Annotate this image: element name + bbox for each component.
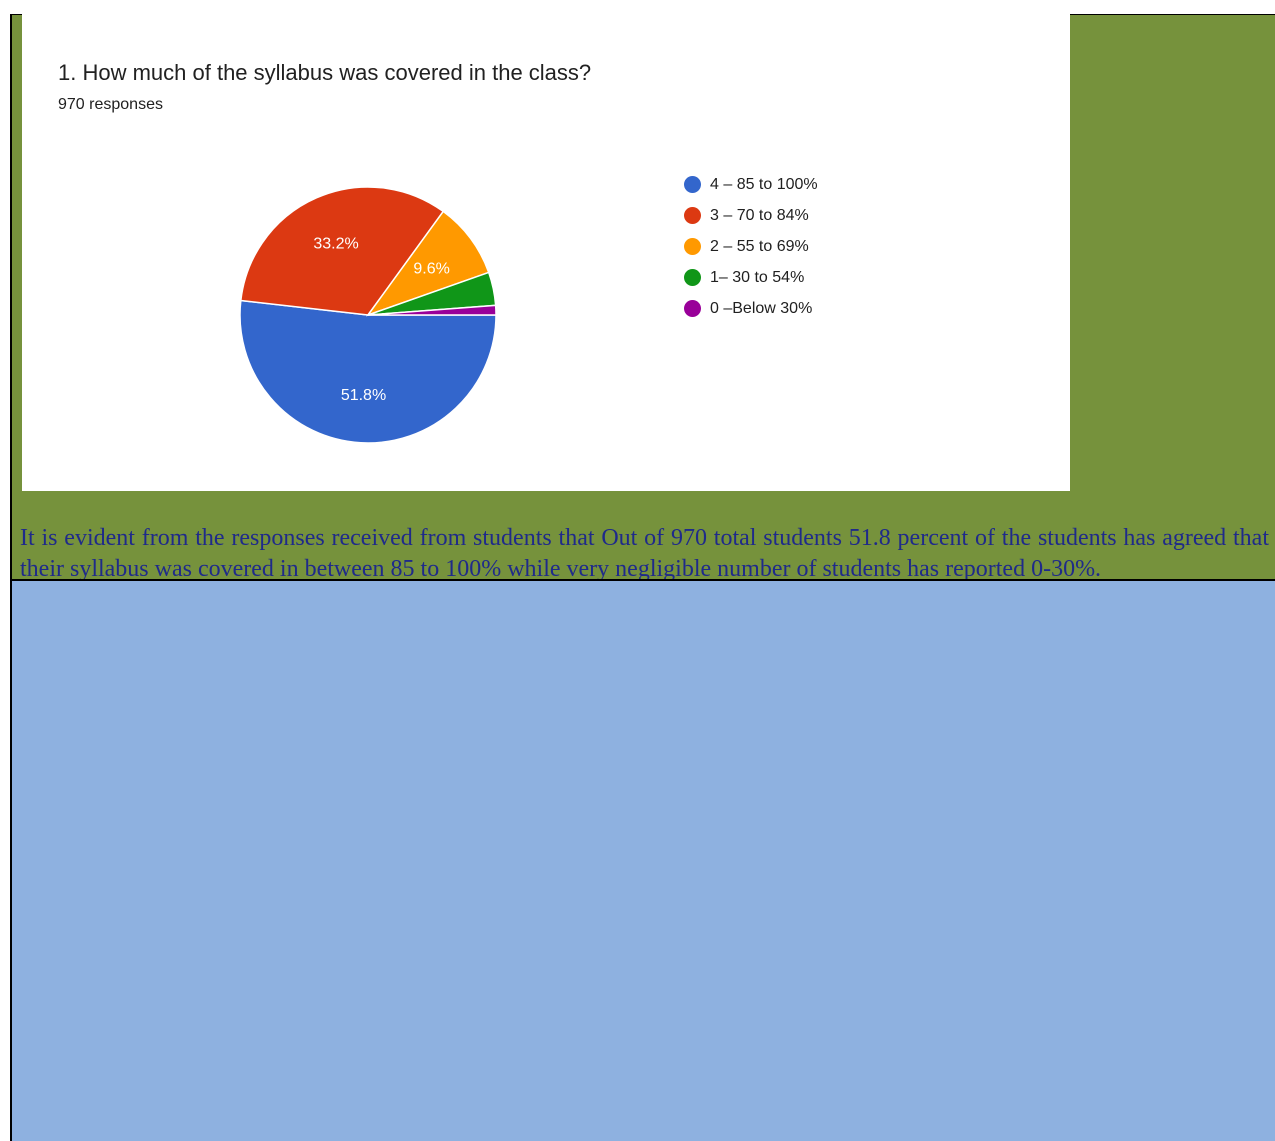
section-divider — [10, 579, 1275, 581]
pie-slice-label-1: 33.2% — [313, 235, 358, 252]
legend-swatch — [684, 176, 701, 193]
chart-subtitle: 970 responses — [58, 96, 163, 113]
legend-label: 1– 30 to 54% — [710, 268, 805, 286]
legend-item-3: 1– 30 to 54% — [684, 262, 818, 293]
legend-item-4: 0 –Below 30% — [684, 293, 818, 324]
legend-label: 3 – 70 to 84% — [710, 206, 809, 224]
legend-label: 0 –Below 30% — [710, 299, 813, 317]
legend-item-2: 2 – 55 to 69% — [684, 231, 818, 262]
chart-legend: 4 – 85 to 100% 3 – 70 to 84% 2 – 55 to 69%… — [684, 169, 818, 324]
legend-swatch — [684, 238, 701, 255]
summary-text: It is evident from the responses receive… — [20, 525, 1269, 582]
chart-card — [22, 14, 1070, 491]
pie-chart: 51.8% 33.2% 9.6% — [239, 186, 497, 444]
legend-swatch — [684, 207, 701, 224]
legend-swatch — [684, 300, 701, 317]
pie-slice-label-2: 9.6% — [413, 261, 449, 278]
legend-swatch — [684, 269, 701, 286]
pie-slice-4 — [367, 304, 497, 316]
pie-slice-label-0: 51.8% — [341, 387, 386, 404]
legend-label: 4 – 85 to 100% — [710, 175, 818, 193]
pie-slice-0 — [239, 299, 497, 444]
legend-item-0: 4 – 85 to 100% — [684, 169, 818, 200]
legend-label: 2 – 55 to 69% — [710, 237, 809, 255]
chart-title: 1. How much of the syllabus was covered … — [58, 60, 592, 85]
pie-slice-2 — [365, 210, 490, 317]
legend-item-1: 3 – 70 to 84% — [684, 200, 818, 231]
blue-panel — [10, 581, 1275, 1141]
pie-slice-1 — [239, 186, 445, 316]
